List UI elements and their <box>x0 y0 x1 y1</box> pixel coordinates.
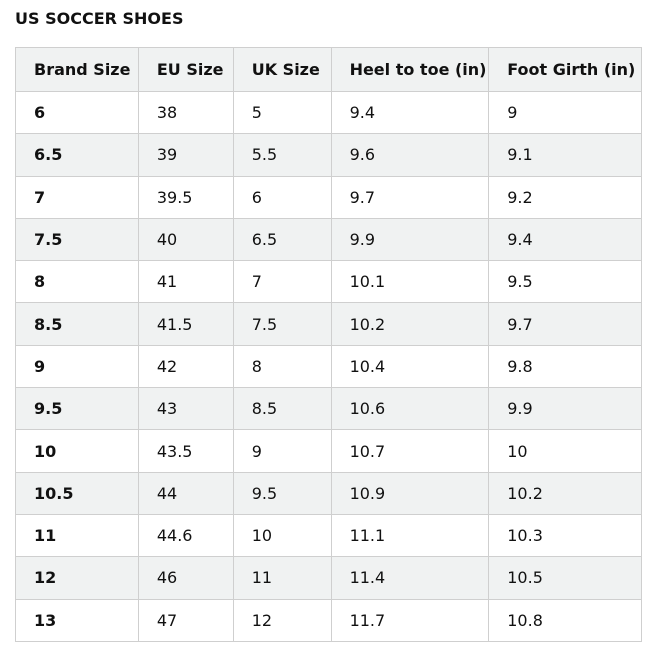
table-cell: 41.5 <box>137 302 234 346</box>
table-cell: 39.5 <box>137 175 234 219</box>
table-cell: 41 <box>137 260 234 304</box>
table-cell: 9.6 <box>330 133 490 177</box>
table-cell: 8.5 <box>232 387 332 431</box>
size-table: Brand Size EU Size UK Size Heel to toe (in)… <box>15 47 642 642</box>
table-cell: 8.5 <box>15 302 139 346</box>
table-row: 8 41 7 10.1 9.5 <box>15 260 642 304</box>
table-row: 9.5 43 8.5 10.6 9.9 <box>15 387 642 431</box>
table-row: 10 43.5 9 10.7 10 <box>15 429 642 473</box>
table-cell: 44.6 <box>137 513 234 558</box>
table-cell: 9.7 <box>330 175 490 219</box>
table-cell: 7 <box>232 260 332 304</box>
table-row: 7 39.5 6 9.7 9.2 <box>15 175 642 219</box>
table-cell: 43 <box>137 387 234 431</box>
table-row: 6 38 5 9.4 9 <box>15 90 642 135</box>
table-cell: 39 <box>137 133 234 177</box>
table-cell: 9.5 <box>232 471 332 515</box>
table-cell: 46 <box>137 556 234 600</box>
table-cell: 7.5 <box>232 302 332 346</box>
table-cell: 10.8 <box>488 598 642 642</box>
table-body: 6 38 5 9.4 9 6.5 39 5.5 9.6 9.1 7 39.5 6 9.7 9.2 7.5 40 6… <box>15 90 642 642</box>
table-cell: 10.3 <box>488 513 642 558</box>
table-cell: 9.8 <box>488 344 642 389</box>
table-cell: 9.2 <box>488 175 642 219</box>
table-cell: 9 <box>15 344 139 389</box>
table-cell: 9.9 <box>488 387 642 431</box>
column-header: Heel to toe (in) <box>330 47 490 92</box>
table-row: 13 47 12 11.7 10.8 <box>15 598 642 642</box>
table-header: Brand Size EU Size UK Size Heel to toe (in)… <box>15 47 642 92</box>
table-row: 8.5 41.5 7.5 10.2 9.7 <box>15 302 642 346</box>
table-cell: 10 <box>488 429 642 473</box>
table-cell: 10.2 <box>330 302 490 346</box>
table-cell: 11.4 <box>330 556 490 600</box>
table-cell: 10 <box>232 513 332 558</box>
table-cell: 9.1 <box>488 133 642 177</box>
table-cell: 10.4 <box>330 344 490 389</box>
table-cell: 9.4 <box>330 90 490 135</box>
table-row: 9 42 8 10.4 9.8 <box>15 344 642 389</box>
column-header: Brand Size <box>15 47 139 92</box>
table-cell: 9.7 <box>488 302 642 346</box>
column-header: UK Size <box>232 47 332 92</box>
table-cell: 8 <box>232 344 332 389</box>
table-cell: 13 <box>15 598 139 642</box>
table-cell: 8 <box>15 260 139 304</box>
table-cell: 10 <box>15 429 139 473</box>
table-cell: 5 <box>232 90 332 135</box>
table-cell: 9.5 <box>488 260 642 304</box>
column-header: Foot Girth (in) <box>488 47 642 92</box>
table-row: 12 46 11 11.4 10.5 <box>15 556 642 600</box>
table-cell: 47 <box>137 598 234 642</box>
table-cell: 6.5 <box>15 133 139 177</box>
table-cell: 42 <box>137 344 234 389</box>
table-cell: 9 <box>488 90 642 135</box>
table-cell: 9.9 <box>330 217 490 262</box>
table-cell: 10.1 <box>330 260 490 304</box>
table-cell: 9 <box>232 429 332 473</box>
table-cell: 11.7 <box>330 598 490 642</box>
table-row: 10.5 44 9.5 10.9 10.2 <box>15 471 642 515</box>
table-cell: 12 <box>15 556 139 600</box>
table-cell: 38 <box>137 90 234 135</box>
table-cell: 43.5 <box>137 429 234 473</box>
table-row: 7.5 40 6.5 9.9 9.4 <box>15 217 642 262</box>
header-row: Brand Size EU Size UK Size Heel to toe (in)… <box>15 47 642 92</box>
table-cell: 40 <box>137 217 234 262</box>
table-cell: 10.5 <box>15 471 139 515</box>
table-cell: 10.5 <box>488 556 642 600</box>
table-cell: 6.5 <box>232 217 332 262</box>
table-cell: 9.4 <box>488 217 642 262</box>
table-row: 6.5 39 5.5 9.6 9.1 <box>15 133 642 177</box>
table-cell: 11.1 <box>330 513 490 558</box>
title: US SOCCER SHOES <box>15 9 184 28</box>
table-cell: 10.7 <box>330 429 490 473</box>
column-header: EU Size <box>137 47 234 92</box>
table-cell: 11 <box>232 556 332 600</box>
table-cell: 44 <box>137 471 234 515</box>
table-cell: 10.2 <box>488 471 642 515</box>
table-cell: 12 <box>232 598 332 642</box>
table-cell: 10.9 <box>330 471 490 515</box>
table-cell: 10.6 <box>330 387 490 431</box>
table-cell: 7.5 <box>15 217 139 262</box>
table-cell: 6 <box>15 90 139 135</box>
table-cell: 11 <box>15 513 139 558</box>
table-cell: 7 <box>15 175 139 219</box>
table-cell: 5.5 <box>232 133 332 177</box>
table-cell: 9.5 <box>15 387 139 431</box>
table-row: 11 44.6 10 11.1 10.3 <box>15 513 642 558</box>
table-cell: 6 <box>232 175 332 219</box>
